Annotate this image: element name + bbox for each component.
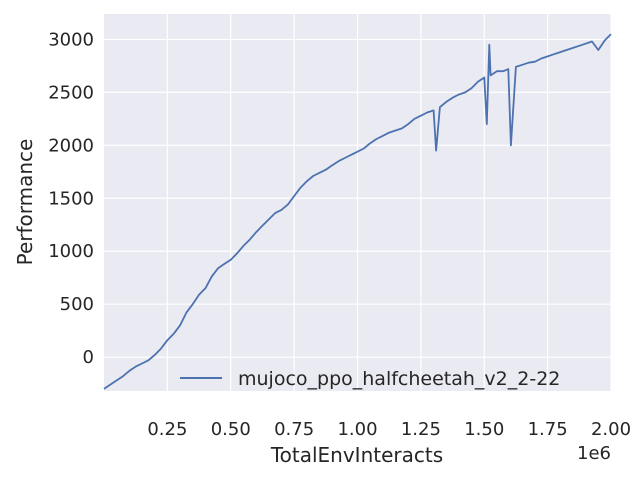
x-tick-label: 1.50 xyxy=(464,419,504,440)
x-tick-label: 1.25 xyxy=(401,419,441,440)
x-tick-label: 2.00 xyxy=(591,419,631,440)
x-tick-label: 0.50 xyxy=(211,419,251,440)
y-tick-label: 2000 xyxy=(48,135,94,156)
y-tick-label: 0 xyxy=(83,347,94,368)
tick-labels: 0.25 0.50 0.75 1.00 1.25 1.50 1.75 2.00 0 500 1000… xyxy=(48,29,631,440)
x-tick-label: 1.75 xyxy=(528,419,568,440)
x-tick-label: 1.00 xyxy=(337,419,377,440)
y-axis-label: Performance xyxy=(13,139,37,266)
legend-label: mujoco_ppo_halfcheetah_v2_2-22 xyxy=(238,368,560,390)
x-axis-label: TotalEnvInteracts xyxy=(270,443,443,467)
y-tick-label: 500 xyxy=(60,294,94,315)
y-tick-label: 3000 xyxy=(48,29,94,50)
legend: mujoco_ppo_halfcheetah_v2_2-22 xyxy=(180,368,560,390)
y-tick-label: 2500 xyxy=(48,82,94,103)
grid-lines xyxy=(104,14,612,391)
x-tick-label: 0.25 xyxy=(147,419,187,440)
series-line xyxy=(103,33,612,390)
x-tick-label: 0.75 xyxy=(274,419,314,440)
x-axis-offset-label: 1e6 xyxy=(577,443,611,464)
y-tick-label: 1500 xyxy=(48,188,94,209)
y-tick-label: 1000 xyxy=(48,241,94,262)
